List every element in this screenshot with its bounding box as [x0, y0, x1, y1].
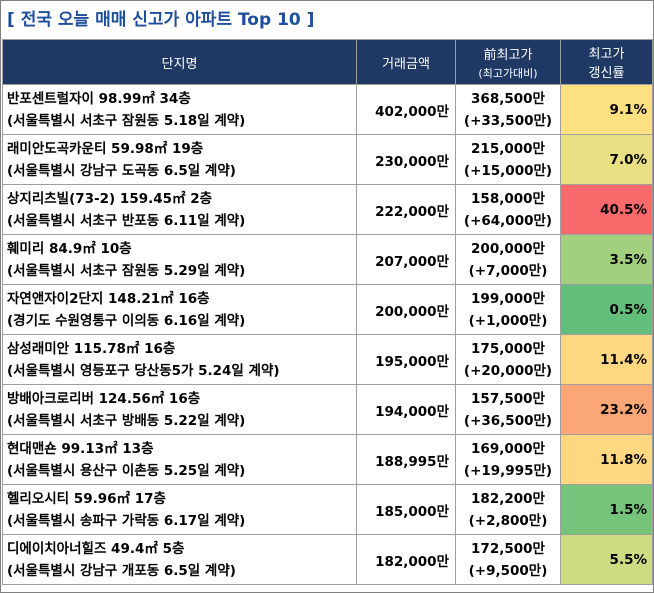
apartment-name: 훼미리 84.9㎡ 10층 — [7, 240, 132, 257]
prev-high-price: 199,000만 — [471, 290, 545, 307]
renewal-rate: 9.1% — [560, 84, 653, 135]
header-name: 단지명 — [2, 39, 357, 85]
apartment-name: 반포센트럴자이 98.99㎡ 34층 — [7, 90, 191, 107]
apartment-cell: 래미안도곡카운티 59.98㎡ 19층 (서울특별시 강남구 도곡동 6.5일 계… — [2, 134, 357, 185]
prev-high-cell: 169,000만 (+19,995만) — [455, 434, 561, 485]
prev-high-diff: (+1,000만) — [468, 312, 548, 329]
table-row: 자연앤자이2단지 148.21㎡ 16층 (경기도 수원영통구 이의동 6.16일… — [2, 284, 653, 335]
trade-price: 188,995만 — [356, 434, 456, 485]
table-row: 훼미리 84.9㎡ 10층 (서울특별시 서초구 잠원동 5.29일 계약) 207… — [2, 234, 653, 285]
prev-high-price: 175,000만 — [471, 340, 545, 357]
table-row: 디에이치아너힐즈 49.4㎡ 5층 (서울특별시 강남구 개포동 6.5일 계약)… — [2, 534, 653, 585]
renewal-rate: 3.5% — [560, 234, 653, 285]
apartment-location: (서울특별시 서초구 반포동 6.11일 계약) — [7, 212, 246, 229]
apartment-name: 디에이치아너힐즈 49.4㎡ 5층 — [7, 540, 185, 557]
prev-high-diff: (+64,000만) — [463, 212, 553, 229]
prev-high-diff: (+20,000만) — [463, 362, 553, 379]
prev-high-price: 215,000만 — [471, 140, 545, 157]
table-row: 삼성래미안 115.78㎡ 16층 (서울특별시 영등포구 당산동5가 5.24일… — [2, 334, 653, 385]
prev-high-price: 157,500만 — [471, 390, 545, 407]
header-prev-high: 前최고가 (최고가대비) — [455, 39, 561, 85]
trade-price: 185,000만 — [356, 484, 456, 535]
report-title: [ 전국 오늘 매매 신고가 아파트 Top 10 ] — [7, 10, 315, 30]
apartment-location: (서울특별시 서초구 잠원동 5.18일 계약) — [7, 112, 246, 129]
prev-high-diff: (+15,000만) — [463, 162, 553, 179]
prev-high-diff: (+19,995만) — [463, 462, 553, 479]
apartment-name: 현대맨숀 99.13㎡ 13층 — [7, 440, 154, 457]
header-renewal-rate: 최고가 갱신률 — [560, 39, 653, 85]
apartment-location: (서울특별시 강남구 도곡동 6.5일 계약) — [7, 162, 236, 179]
prev-high-cell: 199,000만 (+1,000만) — [455, 284, 561, 335]
renewal-rate: 5.5% — [560, 534, 653, 585]
table-row: 현대맨숀 99.13㎡ 13층 (서울특별시 용산구 이촌동 5.25일 계약) 1… — [2, 434, 653, 485]
prev-high-diff: (+7,000만) — [468, 262, 548, 279]
renewal-rate: 11.4% — [560, 334, 653, 385]
apartment-location: (서울특별시 강남구 개포동 6.5일 계약) — [7, 562, 236, 579]
apartment-name: 상지리츠빌(73-2) 159.45㎡ 2층 — [7, 190, 213, 207]
trade-price: 207,000만 — [356, 234, 456, 285]
prev-high-cell: 200,000만 (+7,000만) — [455, 234, 561, 285]
prev-high-price: 368,500만 — [471, 90, 545, 107]
apartment-location: (서울특별시 영등포구 당산동5가 5.24일 계약) — [7, 362, 280, 379]
prev-high-diff: (+33,500만) — [463, 112, 553, 129]
trade-price: 402,000만 — [356, 84, 456, 135]
header-price: 거래금액 — [356, 39, 456, 85]
prev-high-cell: 157,500만 (+36,500만) — [455, 384, 561, 435]
trade-price: 230,000만 — [356, 134, 456, 185]
table-row: 방배아크로리버 124.56㎡ 16층 (서울특별시 서초구 방배동 5.22일 … — [2, 384, 653, 435]
table-row: 래미안도곡카운티 59.98㎡ 19층 (서울특별시 강남구 도곡동 6.5일 계… — [2, 134, 653, 185]
apartment-cell: 디에이치아너힐즈 49.4㎡ 5층 (서울특별시 강남구 개포동 6.5일 계약) — [2, 534, 357, 585]
apartment-cell: 훼미리 84.9㎡ 10층 (서울특별시 서초구 잠원동 5.29일 계약) — [2, 234, 357, 285]
apartment-name: 래미안도곡카운티 59.98㎡ 19층 — [7, 140, 204, 157]
trade-price: 195,000만 — [356, 334, 456, 385]
prev-high-cell: 172,500만 (+9,500만) — [455, 534, 561, 585]
renewal-rate: 40.5% — [560, 184, 653, 235]
prev-high-price: 158,000만 — [471, 190, 545, 207]
trade-price: 182,000만 — [356, 534, 456, 585]
apartment-cell: 반포센트럴자이 98.99㎡ 34층 (서울특별시 서초구 잠원동 5.18일 계… — [2, 84, 357, 135]
apartment-location: (서울특별시 송파구 가락동 6.17일 계약) — [7, 512, 246, 529]
trade-price: 222,000만 — [356, 184, 456, 235]
apartment-location: (서울특별시 서초구 잠원동 5.29일 계약) — [7, 262, 246, 279]
prev-high-price: 169,000만 — [471, 440, 545, 457]
apartment-name: 자연앤자이2단지 148.21㎡ 16층 — [7, 290, 210, 307]
table-row: 상지리츠빌(73-2) 159.45㎡ 2층 (서울특별시 서초구 반포동 6.1… — [2, 184, 653, 235]
apartment-location: (서울특별시 서초구 방배동 5.22일 계약) — [7, 412, 246, 429]
prev-high-diff: (+2,800만) — [468, 512, 548, 529]
top10-table: 단지명 거래금액 前최고가 (최고가대비) 최고가 갱신률 반포센트럴자이 98… — [2, 39, 653, 585]
table-row: 반포센트럴자이 98.99㎡ 34층 (서울특별시 서초구 잠원동 5.18일 계… — [2, 84, 653, 135]
table-header-row: 단지명 거래금액 前최고가 (최고가대비) 최고가 갱신률 — [2, 39, 653, 85]
prev-high-cell: 215,000만 (+15,000만) — [455, 134, 561, 185]
prev-high-diff: (+9,500만) — [468, 562, 548, 579]
apartment-cell: 헬리오시티 59.96㎡ 17층 (서울특별시 송파구 가락동 6.17일 계약) — [2, 484, 357, 535]
apartment-cell: 현대맨숀 99.13㎡ 13층 (서울특별시 용산구 이촌동 5.25일 계약) — [2, 434, 357, 485]
renewal-rate: 1.5% — [560, 484, 653, 535]
renewal-rate: 7.0% — [560, 134, 653, 185]
trade-price: 200,000만 — [356, 284, 456, 335]
renewal-rate: 23.2% — [560, 384, 653, 435]
trade-price: 194,000만 — [356, 384, 456, 435]
apartment-location: (경기도 수원영통구 이의동 6.16일 계약) — [7, 312, 246, 329]
apartment-name: 헬리오시티 59.96㎡ 17층 — [7, 490, 166, 507]
prev-high-cell: 158,000만 (+64,000만) — [455, 184, 561, 235]
apartment-cell: 자연앤자이2단지 148.21㎡ 16층 (경기도 수원영통구 이의동 6.16일… — [2, 284, 357, 335]
table-row: 헬리오시티 59.96㎡ 17층 (서울특별시 송파구 가락동 6.17일 계약)… — [2, 484, 653, 535]
prev-high-cell: 368,500만 (+33,500만) — [455, 84, 561, 135]
prev-high-diff: (+36,500만) — [463, 412, 553, 429]
apartment-cell: 상지리츠빌(73-2) 159.45㎡ 2층 (서울특별시 서초구 반포동 6.1… — [2, 184, 357, 235]
renewal-rate: 0.5% — [560, 284, 653, 335]
prev-high-price: 182,200만 — [471, 490, 545, 507]
renewal-rate: 11.8% — [560, 434, 653, 485]
apartment-cell: 삼성래미안 115.78㎡ 16층 (서울특별시 영등포구 당산동5가 5.24일… — [2, 334, 357, 385]
prev-high-price: 200,000만 — [471, 240, 545, 257]
prev-high-price: 172,500만 — [471, 540, 545, 557]
prev-high-cell: 182,200만 (+2,800만) — [455, 484, 561, 535]
apartment-name: 삼성래미안 115.78㎡ 16층 — [7, 340, 176, 357]
apartment-cell: 방배아크로리버 124.56㎡ 16층 (서울특별시 서초구 방배동 5.22일 … — [2, 384, 357, 435]
apartment-name: 방배아크로리버 124.56㎡ 16층 — [7, 390, 201, 407]
prev-high-cell: 175,000만 (+20,000만) — [455, 334, 561, 385]
apartment-location: (서울특별시 용산구 이촌동 5.25일 계약) — [7, 462, 246, 479]
